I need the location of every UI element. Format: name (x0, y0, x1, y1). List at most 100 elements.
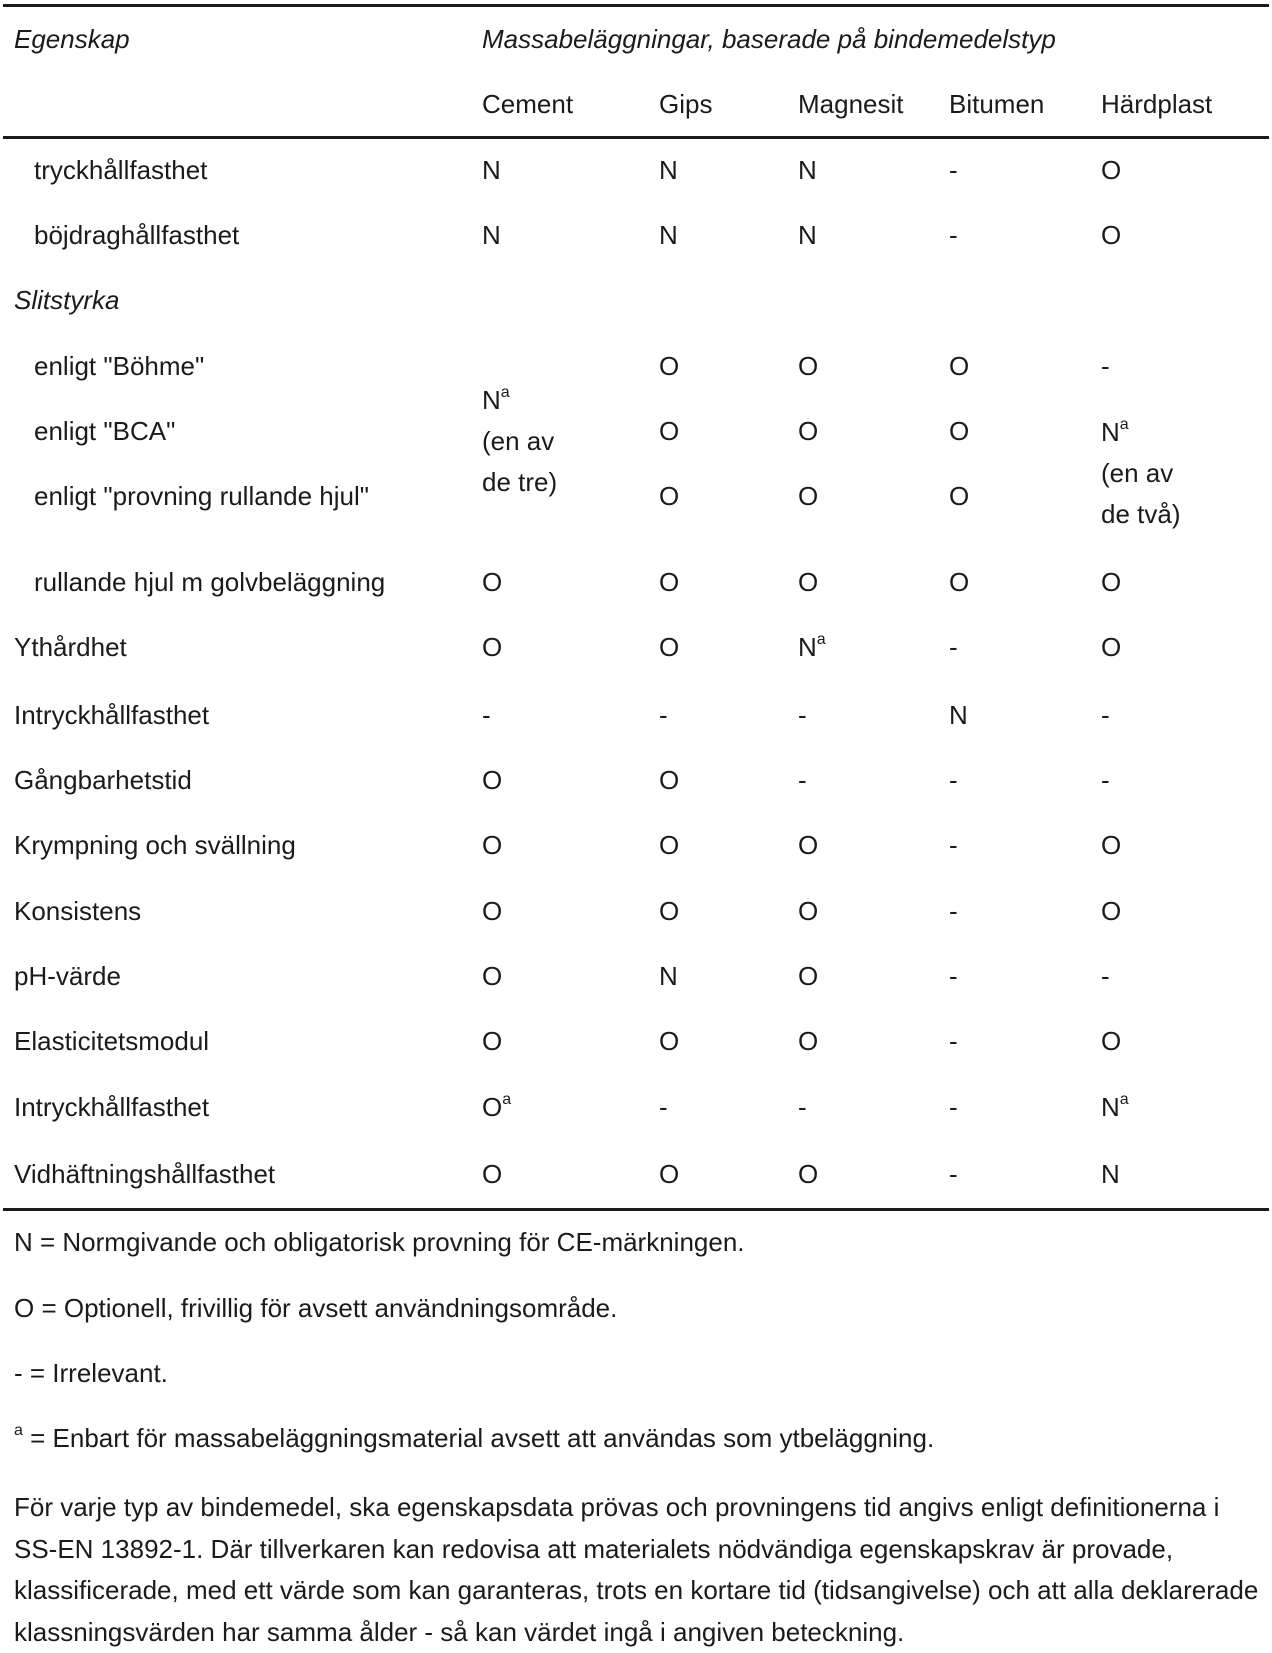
cell-value: O (1101, 896, 1122, 926)
cell-value: - (949, 632, 958, 662)
column-header-gips: Gips (659, 89, 713, 119)
row-label: Intryckhållfasthet (14, 1092, 210, 1122)
table-cell-cement: O (482, 1024, 502, 1058)
cell-value: O (949, 351, 970, 381)
row-label: Krympning och svällning (14, 830, 296, 860)
cell-value: O (659, 1159, 680, 1189)
table-cell-bitumen: - (949, 763, 958, 797)
table-cell-cement: O (482, 959, 502, 993)
table-cell-cement: O (482, 828, 502, 862)
table-cell-cement: O (482, 565, 502, 599)
legend-o: O = Optionell, frivillig för avsett anvä… (14, 1293, 618, 1323)
cell-value: O (798, 481, 819, 511)
cell-value: - (949, 765, 958, 795)
cell-value: O (1101, 220, 1122, 250)
table-cell-bitumen: O (949, 565, 969, 599)
table-cell-bitumen: N (949, 698, 968, 732)
footnote-mark: a (500, 384, 510, 402)
table-cell-magnesit: - (798, 763, 807, 797)
row-label: Elasticitetsmodul (14, 1026, 210, 1056)
column-header-magnesit: Magnesit (798, 89, 904, 119)
cell-value: - (949, 1026, 958, 1056)
table-cell-bitumen: O (949, 414, 969, 448)
column-header-hardplast: Härdplast (1101, 89, 1213, 119)
hardplast-slitstyrka-note: de två) (1101, 499, 1181, 529)
cell-value: - (798, 700, 807, 730)
cell-value: O (1101, 567, 1122, 597)
row-label: enligt "BCA" (34, 416, 176, 446)
cell-value: - (659, 1092, 668, 1122)
table-cell-hardplast: O (1101, 565, 1121, 599)
cell-value: O (482, 632, 503, 662)
table-cell-cement: Oa (482, 1090, 511, 1124)
footnote-mark: a (1119, 416, 1129, 434)
table-cell-bitumen: - (949, 959, 958, 993)
cell-value: O (482, 896, 503, 926)
cell-value: O (659, 416, 680, 446)
cell-value: O (798, 1159, 819, 1189)
table-cell-bitumen: O (949, 349, 969, 383)
definition-paragraph: För varje typ av bindemedel, ska egenska… (14, 1492, 1259, 1647)
table-cell-gips: N (659, 218, 678, 252)
table-cell-hardplast: O (1101, 894, 1121, 928)
table-top-rule (3, 4, 1269, 7)
merged-cell-cement-slitstyrka: Na (en av de tre) (482, 380, 557, 503)
table-cell-magnesit: N (798, 218, 817, 252)
merged-cell-hardplast-slitstyrka: Na (en av de två) (1101, 412, 1181, 535)
cell-value: O (659, 567, 680, 597)
table-cell-cement: N (482, 218, 501, 252)
cell-value: N (659, 220, 678, 250)
table-bottom-rule (3, 1208, 1269, 1211)
table-cell-cement: O (482, 894, 502, 928)
table-cell-bitumen: - (949, 1090, 958, 1124)
row-label: enligt "provning rullande hjul" (34, 481, 370, 511)
cell-value: O (798, 416, 819, 446)
table-cell-gips: O (659, 630, 679, 664)
cell-value: O (949, 567, 970, 597)
table-cell-cement: O (482, 630, 502, 664)
table-cell-magnesit: Na (798, 630, 826, 664)
cell-value: O (482, 830, 503, 860)
cell-value: O (1101, 155, 1122, 185)
cell-value: - (482, 700, 491, 730)
cell-value: - (949, 155, 958, 185)
cell-value: O (949, 416, 970, 446)
table-cell-magnesit: O (798, 1157, 818, 1191)
cell-value: O (482, 1026, 503, 1056)
cell-value: N (659, 961, 678, 991)
cell-value: - (949, 961, 958, 991)
legend-footnote-a: a = Enbart för massabeläggningsmaterial … (14, 1421, 934, 1455)
table-cell-gips: - (659, 1090, 668, 1124)
table-cell-gips: O (659, 414, 679, 448)
cell-value: O (659, 765, 680, 795)
table-cell-gips: O (659, 828, 679, 862)
table-cell-magnesit: O (798, 894, 818, 928)
cell-value: O (659, 351, 680, 381)
cell-value: O (798, 961, 819, 991)
cell-value: - (949, 896, 958, 926)
table-cell-magnesit: O (798, 959, 818, 993)
row-label: Gångbarhetstid (14, 765, 192, 795)
table-cell-bitumen: - (949, 1157, 958, 1191)
table-cell-hardplast: O (1101, 218, 1121, 252)
cell-value: - (949, 1159, 958, 1189)
row-label: böjdraghållfasthet (34, 220, 240, 250)
cell-value: O (798, 896, 819, 926)
row-label: pH-värde (14, 961, 121, 991)
cell-value: - (949, 1092, 958, 1122)
cell-value: - (659, 700, 668, 730)
table-cell-gips: O (659, 565, 679, 599)
cell-value: N (798, 155, 817, 185)
table-cell-bitumen: - (949, 153, 958, 187)
table-cell-gips: O (659, 1157, 679, 1191)
cell-value: - (949, 830, 958, 860)
footnote-a-text: = Enbart för massabeläggningsmaterial av… (22, 1423, 935, 1453)
table-cell-hardplast: O (1101, 828, 1121, 862)
cell-value: N (659, 155, 678, 185)
binder-group-header: Massabeläggningar, baserade på bindemede… (482, 24, 1056, 54)
cell-value: N (798, 220, 817, 250)
cell-value: O (1101, 1026, 1122, 1056)
cement-slitstyrka-value: N (482, 385, 501, 415)
cell-value: O (798, 567, 819, 597)
